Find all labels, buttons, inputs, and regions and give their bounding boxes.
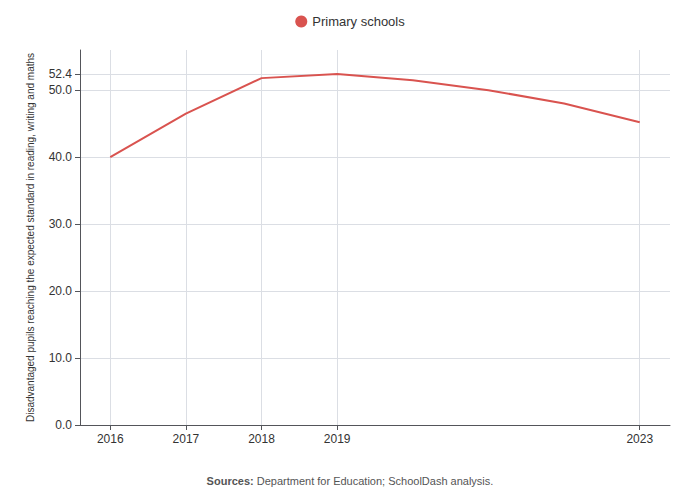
svg-text:10.0: 10.0: [49, 351, 73, 365]
svg-text:2023: 2023: [626, 432, 653, 446]
svg-text:Sources:: Sources:: [207, 475, 254, 487]
svg-text:20.0: 20.0: [49, 284, 73, 298]
svg-text:40.0: 40.0: [49, 150, 73, 164]
svg-text:2017: 2017: [173, 432, 200, 446]
svg-text:0.0: 0.0: [55, 418, 72, 432]
svg-text:Primary schools: Primary schools: [312, 14, 405, 29]
svg-text:2016: 2016: [97, 432, 124, 446]
svg-text:50.0: 50.0: [49, 83, 73, 97]
svg-text:Department for Education; Scho: Department for Education; SchoolDash ana…: [254, 475, 494, 487]
svg-text:2019: 2019: [324, 432, 351, 446]
svg-text:52.4: 52.4: [49, 67, 73, 81]
svg-text:Disadvantaged pupils reaching: Disadvantaged pupils reaching the expect…: [25, 53, 36, 422]
svg-text:2018: 2018: [248, 432, 275, 446]
svg-text:30.0: 30.0: [49, 217, 73, 231]
